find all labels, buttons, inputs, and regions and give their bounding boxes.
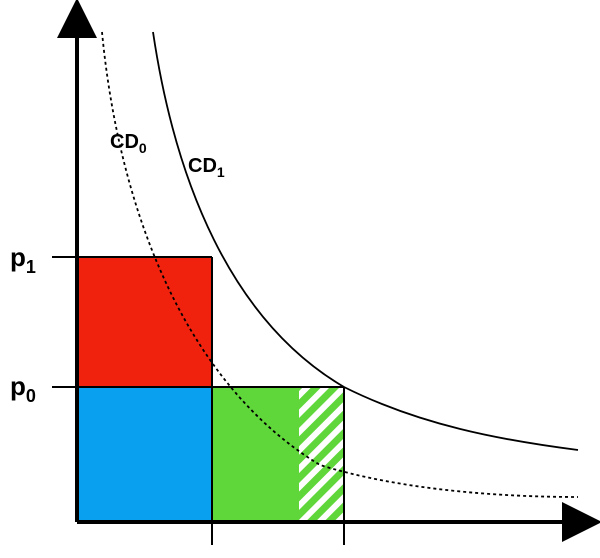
green-area xyxy=(212,387,299,522)
hatched-area xyxy=(299,387,344,522)
cd0-curve xyxy=(101,31,579,498)
p0-label: p0 xyxy=(10,371,36,406)
p1-label: p1 xyxy=(10,242,36,277)
red-area xyxy=(77,257,212,387)
blue-area xyxy=(77,387,212,522)
cd1-curve xyxy=(152,31,579,451)
cd0-label: CD0 xyxy=(110,131,147,156)
cd1-label: CD1 xyxy=(188,155,225,180)
